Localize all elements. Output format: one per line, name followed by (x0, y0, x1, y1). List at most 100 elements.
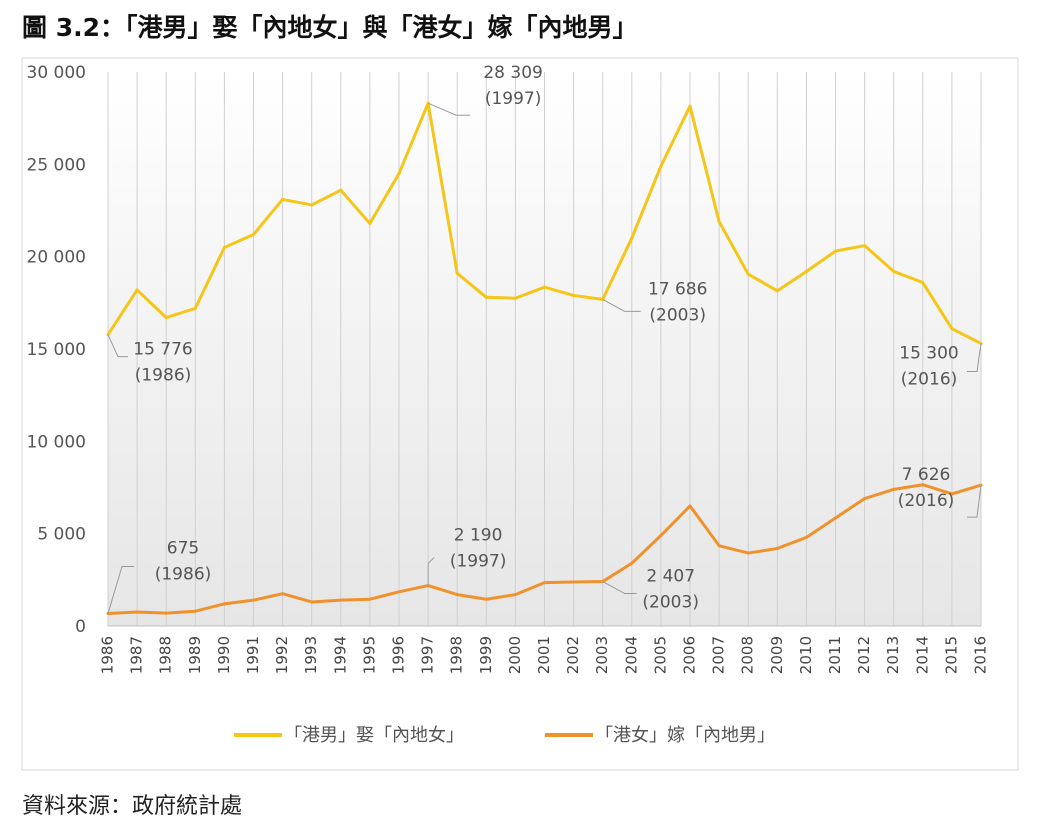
x-tick-label: 2007 (710, 636, 728, 674)
data-point (339, 598, 343, 602)
data-point (892, 269, 896, 273)
data-point (484, 295, 488, 299)
data-point (513, 593, 517, 597)
data-point (484, 597, 488, 601)
data-point (164, 611, 168, 615)
data-point (252, 598, 255, 602)
data-point (804, 535, 808, 539)
y-tick-label: 10 000 (27, 432, 86, 452)
data-point (688, 504, 692, 508)
data-point (717, 544, 721, 548)
data-point (310, 203, 314, 207)
data-point (397, 172, 401, 176)
x-tick-label: 1989 (186, 636, 204, 674)
annotation-year: (2003) (642, 593, 699, 613)
y-tick-label: 20 000 (27, 248, 86, 268)
annotation-year: (2016) (901, 369, 958, 389)
annotation-leader (427, 102, 471, 116)
annotation-year: (1986) (155, 565, 212, 585)
data-point (717, 220, 721, 224)
y-tick-label: 25 000 (27, 155, 86, 175)
legend-label-0: 「港男」娶「內地女」 (284, 725, 464, 746)
data-point (572, 580, 576, 584)
x-tick-label: 1987 (128, 636, 146, 674)
data-point (804, 269, 808, 273)
annotation-year: (1997) (485, 89, 542, 109)
data-point (281, 592, 285, 596)
annotation-value: 7 626 (902, 465, 951, 485)
data-point (921, 281, 925, 285)
data-point (950, 492, 954, 496)
data-point (775, 546, 779, 550)
data-point (222, 245, 226, 249)
data-point (543, 285, 546, 289)
data-point (834, 249, 837, 253)
annotation-leader (107, 334, 128, 358)
data-point (193, 306, 197, 310)
x-tick-label: 2005 (651, 636, 669, 674)
x-tick-label: 1990 (215, 636, 233, 674)
data-point (455, 271, 459, 275)
annotation-value: 17 686 (648, 279, 707, 299)
x-tick-label: 1988 (157, 636, 175, 674)
annotation-leader (427, 557, 435, 586)
data-point (368, 597, 372, 601)
y-tick-label: 0 (75, 617, 86, 637)
annotation-value: 28 309 (483, 63, 542, 83)
x-tick-label: 2013 (884, 636, 902, 674)
x-tick-label: 1995 (360, 636, 378, 674)
data-point (135, 288, 139, 292)
y-tick-label: 15 000 (27, 340, 86, 360)
data-point (572, 293, 576, 297)
x-tick-label: 2012 (855, 636, 873, 674)
x-tick-label: 2011 (826, 636, 844, 674)
x-tick-label: 2001 (535, 636, 553, 674)
data-point (921, 483, 925, 487)
x-tick-label: 2016 (972, 636, 990, 674)
annotation-leader (602, 581, 637, 595)
data-point (863, 497, 867, 501)
annotation-leader (602, 298, 641, 312)
y-tick-label: 30 000 (27, 63, 86, 83)
data-point (659, 534, 663, 538)
data-point (310, 600, 314, 604)
annotation-value: 2 407 (646, 567, 695, 587)
chart-title: 圖 3.2：「港男」娶「內地女」與「港女」嫁「內地男」 (22, 13, 638, 42)
data-point (455, 593, 459, 597)
data-point (630, 236, 634, 240)
data-point (863, 244, 867, 248)
x-tick-label: 1991 (244, 636, 262, 674)
annotation-value: 675 (167, 539, 199, 559)
x-tick-label: 2015 (942, 636, 960, 674)
y-tick-label: 5 000 (37, 525, 86, 545)
annotation-value: 15 300 (899, 343, 958, 363)
x-tick-label: 1998 (448, 636, 466, 674)
x-tick-label: 2004 (622, 636, 640, 674)
data-point (950, 327, 954, 331)
data-point (281, 197, 285, 201)
data-point (775, 289, 779, 293)
x-tick-label: 1996 (390, 636, 408, 674)
annotation-leader (107, 566, 134, 614)
data-point (135, 610, 139, 614)
x-tick-label: 1994 (331, 636, 349, 674)
x-tick-label: 1986 (99, 636, 117, 674)
annotation-year: (2016) (898, 491, 955, 511)
x-tick-label: 2000 (506, 636, 524, 674)
x-tick-label: 2006 (681, 636, 699, 674)
data-point (193, 609, 197, 613)
annotation-year: (1986) (135, 366, 192, 386)
annotation-value: 2 190 (454, 526, 503, 546)
data-point (892, 487, 896, 491)
data-point (164, 316, 168, 320)
legend-label-1: 「港女」嫁「內地男」 (595, 725, 775, 746)
data-point (659, 164, 663, 168)
x-tick-label: 2008 (739, 636, 757, 674)
data-point (543, 581, 546, 585)
data-point (630, 561, 634, 565)
annotation-leader (967, 343, 982, 372)
x-tick-label: 2009 (768, 636, 786, 674)
x-tick-label: 1993 (302, 636, 320, 674)
x-tick-label: 1997 (419, 636, 437, 674)
